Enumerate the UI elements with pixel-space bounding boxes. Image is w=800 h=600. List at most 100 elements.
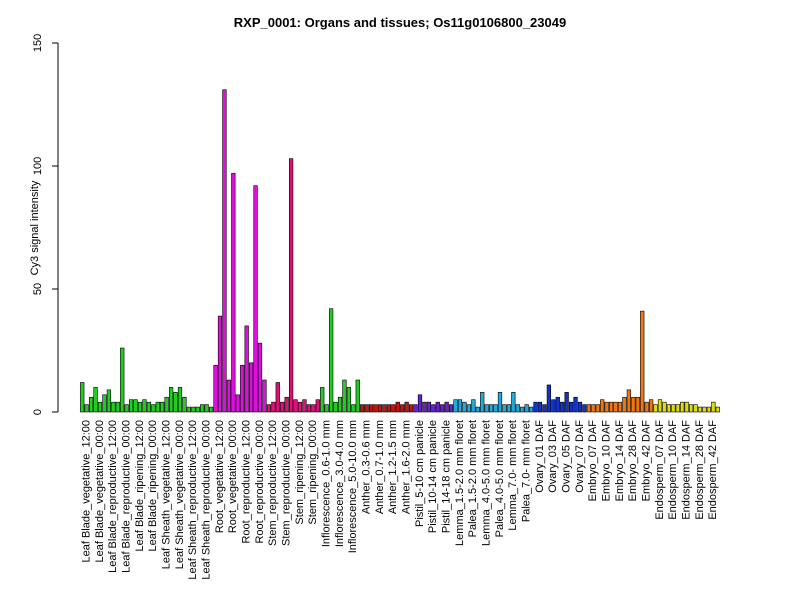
bar — [466, 404, 472, 413]
bar — [240, 364, 245, 413]
bar — [657, 399, 663, 413]
bar — [613, 401, 618, 413]
bar — [328, 308, 334, 413]
x-tick-label: Stem_ripening_12:00 — [294, 420, 306, 525]
x-tick-label: Embryo_14 DAF — [614, 420, 626, 502]
bar — [488, 404, 494, 413]
bar — [675, 404, 680, 413]
bar — [475, 406, 480, 413]
bar — [146, 401, 152, 413]
bar — [226, 379, 232, 413]
bar — [266, 404, 272, 413]
y-tick-label: 100 — [32, 157, 44, 175]
bar — [97, 401, 103, 413]
bar — [497, 392, 503, 413]
bar — [288, 158, 294, 413]
bar — [368, 404, 374, 413]
x-tick-label: Embryo_28 DAF — [627, 420, 639, 502]
bar — [697, 406, 703, 413]
bar — [524, 404, 529, 413]
bar — [520, 406, 525, 413]
x-tick-label: Leaf Blade_ripening_12:00 — [134, 420, 146, 552]
bar — [631, 396, 636, 413]
bar — [431, 404, 436, 413]
bar — [391, 404, 396, 413]
bar — [408, 404, 414, 413]
bar — [151, 404, 156, 413]
bar — [400, 404, 405, 413]
bar — [688, 404, 694, 413]
x-tick-label: Embryo_07 DAF — [587, 420, 599, 502]
bar — [480, 392, 485, 413]
bar — [573, 396, 578, 413]
x-tick-label: Palea_4.0-5.0 mm floret — [494, 420, 506, 537]
bar — [271, 401, 276, 413]
bar — [555, 396, 560, 413]
bar — [484, 404, 489, 413]
chart-title: RXP_0001: Organs and tissues; Os11g01068… — [234, 15, 566, 30]
bar — [706, 406, 712, 413]
bar — [591, 404, 596, 413]
x-tick-label: Endosperm_42 DAF — [707, 420, 719, 520]
bar — [693, 404, 698, 413]
bar — [342, 379, 347, 413]
x-tick-label: Ovary_07 DAF — [574, 420, 586, 493]
x-tick-label: Embryo_10 DAF — [601, 420, 613, 502]
x-tick-label: Palea_7.0- mm floret — [521, 420, 533, 522]
bar — [448, 404, 454, 413]
bar — [373, 404, 378, 413]
bar — [533, 401, 538, 413]
bar — [640, 310, 645, 413]
bar — [297, 401, 303, 413]
x-tick-label: Root_reproductive_12:00 — [241, 420, 253, 544]
bar — [168, 387, 174, 413]
bar — [164, 396, 169, 413]
bar — [644, 401, 649, 413]
bar — [346, 387, 352, 413]
bar — [213, 364, 218, 413]
x-tick-label: Pistil_5-10 cm panicle — [414, 420, 426, 527]
x-tick-label: Palea_1.5-2.0 mm floret — [467, 420, 479, 537]
bar — [191, 406, 196, 413]
bar — [160, 401, 165, 413]
x-tick-label: Embryo_42 DAF — [641, 420, 653, 502]
x-tick-label: Leaf Sheath_reproductive_00:00 — [201, 420, 213, 580]
bars — [80, 89, 720, 413]
bar — [315, 399, 320, 413]
x-tick-label: Root_vegetative_12:00 — [214, 420, 226, 533]
bar — [511, 392, 516, 413]
x-tick-label: Inflorescence_3.0-4.0 mm — [334, 420, 346, 547]
bar — [257, 342, 263, 413]
x-tick-label: Leaf Sheath_reproductive_12:00 — [187, 420, 199, 580]
x-tick-label: Endosperm_07 DAF — [654, 420, 666, 520]
x-tick-label: Stem_reproductive_12:00 — [267, 420, 279, 546]
x-tick-label: Lemma_4.0-5.0 mm floret — [481, 420, 493, 546]
bar — [564, 392, 569, 413]
bar — [186, 406, 192, 413]
bar — [311, 404, 316, 413]
bar — [115, 401, 120, 413]
bar — [560, 401, 565, 413]
bar — [280, 401, 285, 413]
x-tick-label: Anther_0.7-1.0 mm — [374, 420, 386, 514]
bar — [493, 404, 498, 413]
bar — [248, 362, 254, 413]
bar — [302, 399, 307, 413]
bar — [337, 396, 343, 413]
bar — [244, 325, 249, 413]
y-axis: 0 50 100 150 — [32, 34, 59, 415]
bar — [635, 396, 640, 413]
bar — [653, 404, 658, 413]
x-tick-label: Endosperm_10 DAF — [667, 420, 679, 520]
bar — [435, 401, 440, 413]
y-tick-label: 150 — [32, 34, 44, 52]
bar — [395, 401, 400, 413]
bar — [333, 401, 338, 413]
bar — [124, 404, 129, 413]
y-tick-label: 0 — [32, 409, 44, 415]
bar — [537, 401, 543, 413]
bar — [715, 406, 720, 413]
bar — [595, 404, 600, 413]
bar — [568, 401, 574, 413]
